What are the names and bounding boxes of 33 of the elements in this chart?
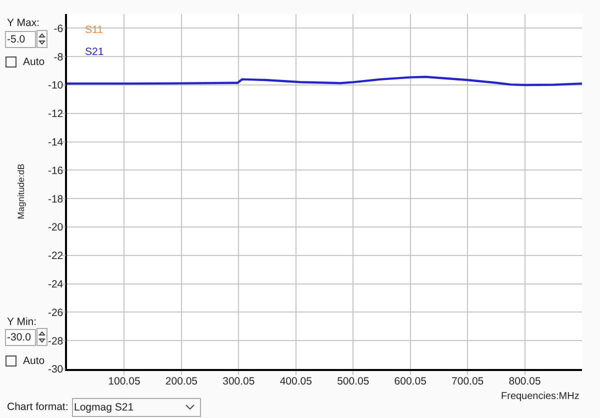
x-tick-label: 800.05 <box>508 375 542 388</box>
text: -5.0 <box>7 34 26 46</box>
x-tick-label: 200.05 <box>165 375 198 388</box>
legend-label: S11 <box>85 24 104 36</box>
y-tick-label: -28 <box>48 335 64 348</box>
y-tick-label: -20 <box>48 222 64 234</box>
y-tick-label: -12 <box>48 108 64 120</box>
y-tick-label: -6 <box>54 22 64 35</box>
text: Logmag S21 <box>74 402 134 414</box>
y-tick-label: -8 <box>54 51 64 64</box>
y-axis-title: Magnitude:dB <box>16 164 26 220</box>
y-tick-label: -26 <box>48 306 64 319</box>
y-tick-label: -10 <box>48 80 64 92</box>
text: Auto <box>23 355 45 367</box>
x-tick-label: 600.05 <box>394 375 427 388</box>
y-tick-label: -18 <box>48 193 64 206</box>
text: S21 <box>85 46 104 58</box>
y-tick-label: -30 <box>48 364 64 376</box>
x-tick-label: 100.05 <box>108 375 140 388</box>
y-tick-label: -22 <box>48 250 64 262</box>
x-tick-label: 700.05 <box>452 375 484 388</box>
text: Y Max: <box>7 17 40 29</box>
x-tick-label: 400.05 <box>280 375 312 388</box>
y-tick-label: -14 <box>48 136 64 148</box>
y-tick-label: -24 <box>48 278 64 290</box>
x-axis-title: Frequencies:MHz <box>501 391 580 402</box>
text: Auto <box>23 56 45 68</box>
text: Chart format: <box>7 401 68 413</box>
x-tick-label: 500.05 <box>337 375 370 388</box>
y-tick-label: -16 <box>48 164 64 177</box>
text: -30.0 <box>7 332 32 344</box>
x-tick-label: 300.05 <box>222 375 255 388</box>
text: Y Min: <box>7 316 37 328</box>
